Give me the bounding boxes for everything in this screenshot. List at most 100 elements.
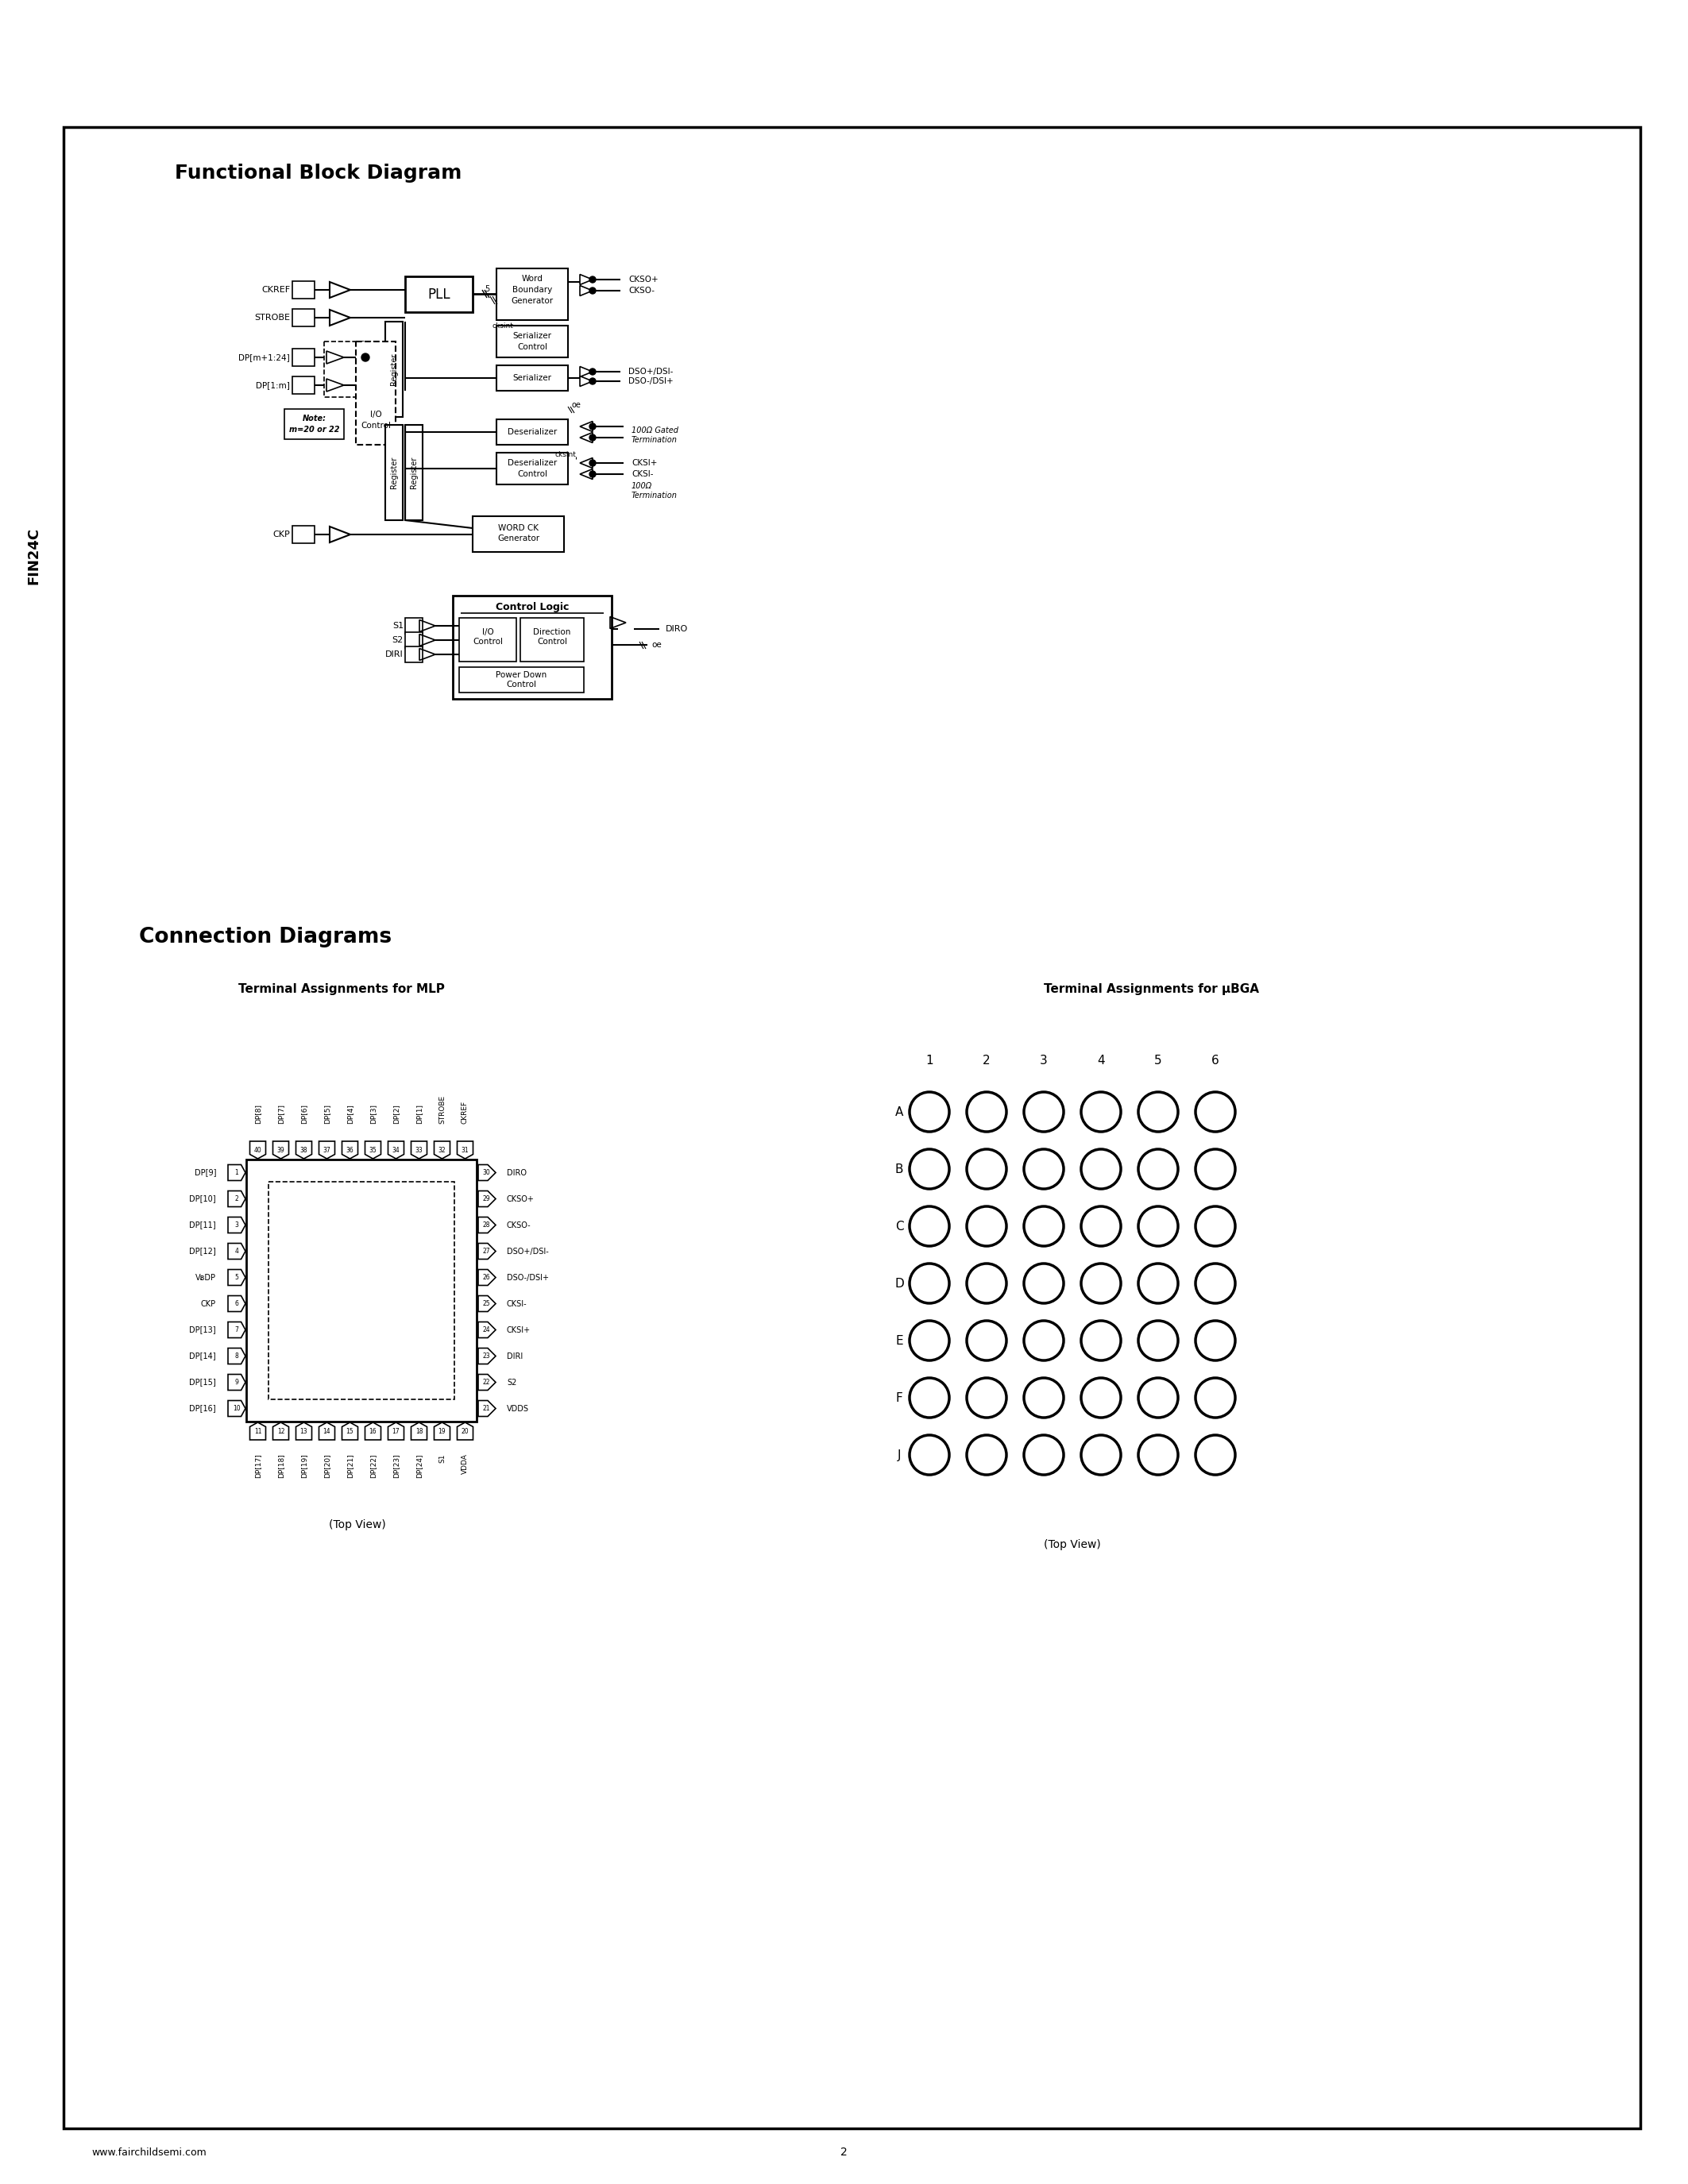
- Text: DIRO: DIRO: [665, 625, 689, 633]
- Text: 19: 19: [439, 1428, 446, 1435]
- Text: DP[16]: DP[16]: [189, 1404, 216, 1413]
- FancyBboxPatch shape: [292, 376, 314, 393]
- Text: DP[3]: DP[3]: [370, 1103, 376, 1125]
- Text: DP[19]: DP[19]: [300, 1452, 307, 1479]
- Text: Register: Register: [410, 456, 419, 489]
- Text: DSO+/DSI-: DSO+/DSI-: [506, 1247, 549, 1256]
- Text: 14: 14: [322, 1428, 331, 1435]
- Text: 1: 1: [925, 1055, 933, 1066]
- Text: 4: 4: [235, 1247, 238, 1256]
- FancyBboxPatch shape: [292, 349, 314, 367]
- Text: Deserializer: Deserializer: [508, 459, 557, 467]
- Text: DP[1:m]: DP[1:m]: [257, 382, 290, 389]
- FancyBboxPatch shape: [520, 618, 584, 662]
- Text: CKSI+: CKSI+: [631, 459, 657, 467]
- Text: 35: 35: [370, 1147, 376, 1153]
- Text: CKP: CKP: [273, 531, 290, 539]
- Text: Note:: Note:: [302, 415, 326, 422]
- FancyBboxPatch shape: [284, 408, 344, 439]
- FancyBboxPatch shape: [292, 282, 314, 299]
- Circle shape: [589, 378, 596, 384]
- Text: S1: S1: [392, 622, 403, 629]
- Text: DP[21]: DP[21]: [346, 1452, 353, 1479]
- Text: 2: 2: [235, 1195, 238, 1203]
- Text: DP[10]: DP[10]: [189, 1195, 216, 1203]
- Text: 23: 23: [483, 1352, 490, 1361]
- Text: 30: 30: [483, 1168, 490, 1177]
- Text: F: F: [896, 1391, 903, 1404]
- Text: 20: 20: [461, 1428, 469, 1435]
- FancyBboxPatch shape: [324, 341, 380, 397]
- Text: DP[8]: DP[8]: [255, 1103, 262, 1125]
- Text: 34: 34: [392, 1147, 400, 1153]
- Text: DP[20]: DP[20]: [324, 1452, 331, 1479]
- Text: Deserializer: Deserializer: [508, 428, 557, 437]
- Text: VᴃDP: VᴃDP: [196, 1273, 216, 1282]
- FancyBboxPatch shape: [64, 127, 1641, 2129]
- Text: Generator: Generator: [498, 535, 540, 542]
- Text: DP[11]: DP[11]: [189, 1221, 216, 1230]
- Text: CKSO+: CKSO+: [628, 275, 658, 284]
- Text: DP[m+1:24]: DP[m+1:24]: [238, 354, 290, 360]
- Text: DP[9]: DP[9]: [194, 1168, 216, 1177]
- Text: DSO-/DSI+: DSO-/DSI+: [506, 1273, 549, 1282]
- Text: Control Logic: Control Logic: [496, 601, 569, 612]
- Text: 5: 5: [484, 286, 490, 293]
- Text: Terminal Assignments for μBGA: Terminal Assignments for μBGA: [1045, 983, 1259, 994]
- Text: Word: Word: [522, 275, 544, 282]
- Text: DP[14]: DP[14]: [189, 1352, 216, 1361]
- FancyBboxPatch shape: [496, 325, 567, 358]
- FancyBboxPatch shape: [405, 277, 473, 312]
- Text: 37: 37: [322, 1147, 331, 1153]
- Text: 5: 5: [1155, 1055, 1161, 1066]
- Circle shape: [589, 277, 596, 282]
- FancyBboxPatch shape: [292, 526, 314, 544]
- Text: Boundary: Boundary: [511, 286, 552, 295]
- Text: 7: 7: [235, 1326, 238, 1334]
- FancyBboxPatch shape: [496, 269, 567, 321]
- FancyBboxPatch shape: [385, 321, 403, 417]
- Text: Control: Control: [361, 422, 392, 430]
- Text: Termination: Termination: [631, 491, 677, 500]
- Text: Functional Block Diagram: Functional Block Diagram: [176, 164, 463, 183]
- Text: Control: Control: [537, 638, 567, 646]
- FancyBboxPatch shape: [871, 1055, 1273, 1514]
- Text: DSO+/DSI-: DSO+/DSI-: [628, 367, 674, 376]
- FancyBboxPatch shape: [405, 426, 422, 520]
- Text: 31: 31: [461, 1147, 469, 1153]
- Text: 6: 6: [1212, 1055, 1219, 1066]
- Text: S1: S1: [439, 1452, 446, 1463]
- FancyBboxPatch shape: [459, 666, 584, 692]
- FancyBboxPatch shape: [496, 452, 567, 485]
- Text: 29: 29: [483, 1195, 490, 1203]
- Text: Direction: Direction: [533, 629, 571, 636]
- Text: DIRO: DIRO: [506, 1168, 527, 1177]
- Text: Register: Register: [390, 354, 398, 384]
- Text: FIN24C: FIN24C: [27, 526, 41, 585]
- Text: DP[18]: DP[18]: [277, 1452, 284, 1479]
- Text: STROBE: STROBE: [439, 1094, 446, 1125]
- Circle shape: [589, 472, 596, 478]
- Text: CKSI-: CKSI-: [506, 1299, 527, 1308]
- Text: 100Ω Gated: 100Ω Gated: [631, 426, 679, 435]
- Text: Control: Control: [506, 681, 537, 688]
- Text: DP[15]: DP[15]: [189, 1378, 216, 1387]
- Text: DP[6]: DP[6]: [300, 1103, 307, 1125]
- Text: Terminal Assignments for MLP: Terminal Assignments for MLP: [238, 983, 446, 994]
- FancyBboxPatch shape: [473, 515, 564, 553]
- Text: 15: 15: [346, 1428, 354, 1435]
- Text: Control: Control: [517, 343, 547, 352]
- Text: VDDS: VDDS: [506, 1404, 528, 1413]
- Circle shape: [589, 288, 596, 295]
- Text: 28: 28: [483, 1221, 490, 1230]
- Circle shape: [589, 461, 596, 465]
- Text: S2: S2: [506, 1378, 517, 1387]
- Text: cksint: cksint: [555, 450, 576, 459]
- FancyBboxPatch shape: [405, 631, 422, 649]
- Text: 17: 17: [392, 1428, 400, 1435]
- Text: Control: Control: [473, 638, 503, 646]
- FancyBboxPatch shape: [405, 646, 422, 662]
- Text: DP[4]: DP[4]: [346, 1105, 353, 1125]
- Text: 11: 11: [253, 1428, 262, 1435]
- Text: DP[13]: DP[13]: [189, 1326, 216, 1334]
